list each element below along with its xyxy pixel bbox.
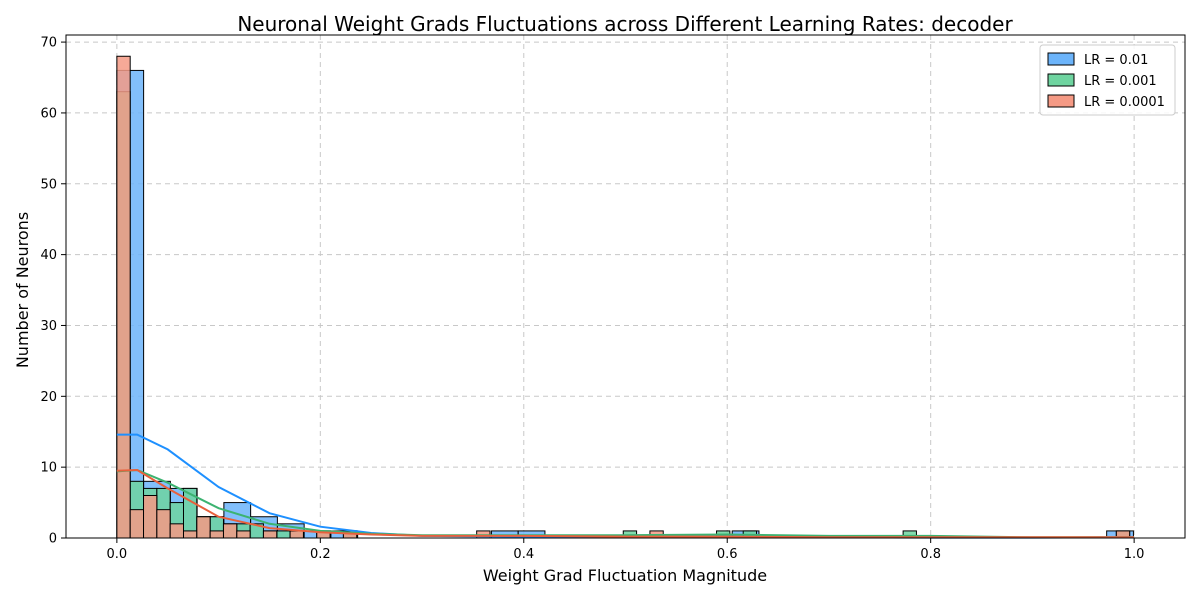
y-ticks: 0 10 20 30 40 50 60 70 [40, 36, 66, 547]
legend: LR = 0.01 LR = 0.001 LR = 0.0001 [1039, 44, 1176, 116]
histogram-bar [222, 523, 238, 539]
histogram-bar [156, 509, 171, 539]
x-ticks: 0.0 0.2 0.4 0.6 0.8 1.0 [107, 538, 1145, 562]
y-tick-label: 60 [40, 106, 57, 121]
histogram-bar [262, 530, 278, 539]
legend-label: LR = 0.0001 [1084, 95, 1165, 110]
y-tick-label: 50 [40, 177, 57, 192]
legend-label: LR = 0.001 [1084, 74, 1157, 89]
chart-title: Neuronal Weight Grads Fluctuations acros… [237, 12, 1013, 36]
x-tick-label: 0.0 [107, 547, 128, 562]
histogram-bar [129, 509, 145, 539]
grid-lines [66, 35, 1185, 539]
x-tick-label: 0.4 [513, 547, 534, 562]
x-tick-label: 0.6 [717, 547, 738, 562]
legend-label: LR = 0.01 [1084, 53, 1148, 68]
histogram-bar [236, 530, 251, 539]
histogram-bar [116, 55, 131, 539]
x-tick-label: 0.8 [920, 547, 941, 562]
y-tick-label: 0 [49, 532, 57, 547]
x-tick-label: 0.2 [310, 547, 331, 562]
series-bars-2 [116, 55, 1131, 539]
histogram-bar [276, 530, 291, 539]
plot-frame [65, 34, 1186, 539]
y-tick-label: 30 [40, 319, 57, 334]
y-tick-label: 10 [40, 461, 57, 476]
histogram-bar [289, 530, 304, 539]
histogram-bar [182, 530, 198, 539]
y-tick-label: 40 [40, 248, 57, 263]
x-axis-label: Weight Grad Fluctuation Magnitude [483, 566, 767, 585]
y-tick-label: 70 [40, 36, 57, 51]
kde-curve-2 [116, 468, 1135, 539]
histogram-bar [169, 523, 184, 539]
x-tick-label: 1.0 [1124, 547, 1145, 562]
series-bars-1 [116, 91, 1131, 539]
legend-swatch [1047, 73, 1075, 87]
y-tick-label: 20 [40, 390, 57, 405]
series-bars-0 [116, 69, 1134, 539]
histogram-bar [196, 516, 211, 539]
histogram-bar [143, 494, 158, 539]
legend-swatch [1047, 52, 1075, 66]
histogram-bar [209, 530, 224, 539]
y-axis-label: Number of Neurons [13, 212, 32, 368]
legend-swatch [1047, 94, 1075, 108]
